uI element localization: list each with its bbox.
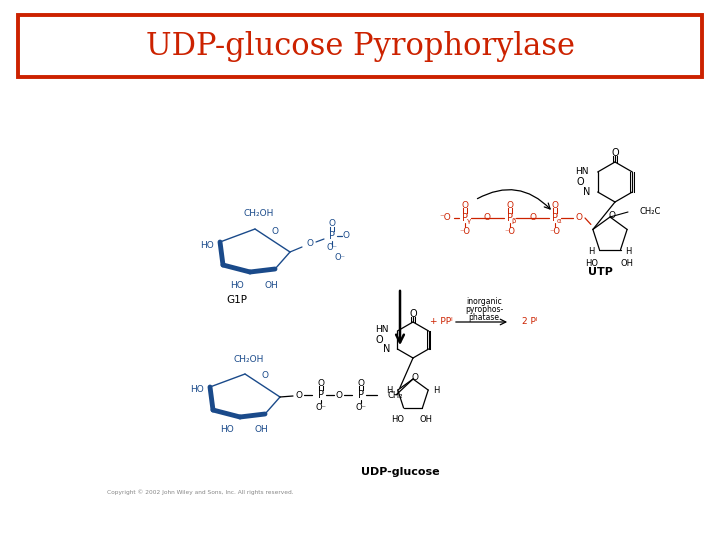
Text: O: O <box>506 200 513 210</box>
Text: N: N <box>383 344 390 354</box>
Text: O: O <box>608 211 616 219</box>
Text: O: O <box>376 335 384 345</box>
Text: P: P <box>552 213 558 223</box>
Text: Copyright © 2002 John Wiley and Sons, Inc. All rights reserved.: Copyright © 2002 John Wiley and Sons, In… <box>107 489 293 495</box>
Text: β: β <box>512 218 516 224</box>
Text: HO: HO <box>585 259 598 268</box>
Text: OH: OH <box>420 415 433 424</box>
Text: HO: HO <box>220 426 234 435</box>
Text: O: O <box>552 200 559 210</box>
Text: + PPᴵ: + PPᴵ <box>430 318 453 327</box>
Text: inorganic: inorganic <box>466 298 502 307</box>
Text: O⁻: O⁻ <box>315 402 326 411</box>
Text: O: O <box>343 232 349 240</box>
Text: O: O <box>462 200 469 210</box>
Text: ⁻O: ⁻O <box>459 226 470 235</box>
Text: O⁻: O⁻ <box>356 402 366 411</box>
Text: HN: HN <box>575 166 589 176</box>
Text: H: H <box>387 386 393 395</box>
Text: UDP-glucose Pyrophorylase: UDP-glucose Pyrophorylase <box>145 30 575 62</box>
Text: P: P <box>358 390 364 400</box>
Text: CH₂: CH₂ <box>387 390 402 400</box>
Text: CH₂OH: CH₂OH <box>244 210 274 219</box>
Text: H: H <box>588 247 595 256</box>
Text: O⁻: O⁻ <box>326 244 338 253</box>
Text: O: O <box>409 309 417 319</box>
Text: HO: HO <box>190 386 204 395</box>
Text: 2 Pᴵ: 2 Pᴵ <box>522 318 538 327</box>
Text: O: O <box>307 240 313 248</box>
Text: ⁻O: ⁻O <box>505 226 516 235</box>
Text: N: N <box>583 187 590 197</box>
Text: CH₂OH: CH₂OH <box>234 354 264 363</box>
Text: O: O <box>412 373 418 381</box>
Text: O: O <box>328 219 336 228</box>
Text: ⁻O: ⁻O <box>439 213 451 222</box>
Text: UTP: UTP <box>588 267 613 277</box>
Text: O⁻: O⁻ <box>335 253 346 261</box>
Text: UDP-glucose: UDP-glucose <box>361 467 439 477</box>
Text: H: H <box>626 247 631 256</box>
Text: phatase: phatase <box>469 314 500 322</box>
Text: HO: HO <box>200 240 214 249</box>
Text: P: P <box>318 390 324 400</box>
Text: α: α <box>557 218 562 224</box>
Text: O: O <box>576 177 584 187</box>
Text: O: O <box>358 379 364 388</box>
Text: CH₂C: CH₂C <box>640 206 662 215</box>
Text: O: O <box>318 379 325 388</box>
Text: O: O <box>336 390 343 400</box>
Text: O: O <box>575 213 582 222</box>
Text: O: O <box>611 148 618 158</box>
Text: P: P <box>462 213 468 223</box>
Text: P: P <box>329 231 335 241</box>
Text: OH: OH <box>254 426 268 435</box>
Text: HO: HO <box>230 280 244 289</box>
Text: O: O <box>261 372 269 381</box>
Text: O: O <box>295 390 302 400</box>
Text: P: P <box>507 213 513 223</box>
Text: O: O <box>271 226 279 235</box>
Text: γ: γ <box>467 218 471 224</box>
FancyBboxPatch shape <box>18 15 702 77</box>
Text: OH: OH <box>264 280 278 289</box>
Text: OH: OH <box>620 259 633 268</box>
Text: HN: HN <box>375 326 388 334</box>
Text: HO: HO <box>391 415 404 424</box>
Text: H: H <box>433 386 439 395</box>
Text: G1P: G1P <box>227 295 248 305</box>
Text: O: O <box>529 213 536 221</box>
Text: O: O <box>484 213 491 221</box>
Text: pyrophos-: pyrophos- <box>465 306 503 314</box>
Text: ⁻O: ⁻O <box>549 226 560 235</box>
